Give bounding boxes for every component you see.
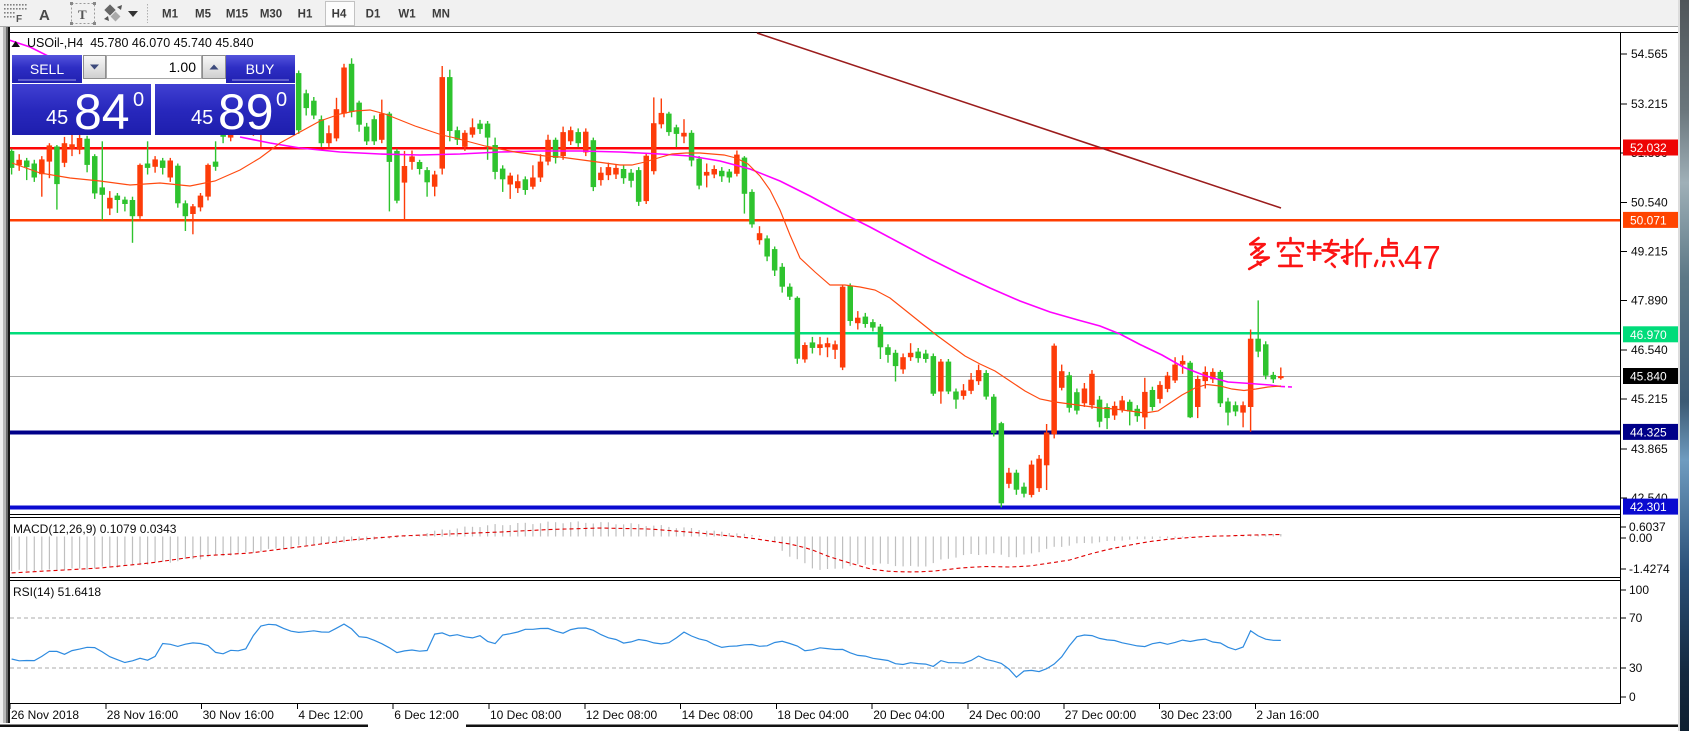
svg-text:W1: W1 bbox=[398, 9, 416, 21]
svg-text:D1: D1 bbox=[366, 9, 381, 21]
svg-text:18 Dec 04:00: 18 Dec 04:00 bbox=[777, 708, 849, 722]
svg-text:H4: H4 bbox=[332, 9, 347, 21]
svg-text:A: A bbox=[39, 7, 50, 24]
svg-text:MACD(12,26,9) 0.1079 0.0343: MACD(12,26,9) 0.1079 0.0343 bbox=[13, 522, 177, 536]
svg-text:70: 70 bbox=[1629, 611, 1643, 625]
svg-text:100: 100 bbox=[1629, 583, 1649, 597]
svg-text:30 Dec 23:00: 30 Dec 23:00 bbox=[1161, 708, 1233, 722]
svg-text:45: 45 bbox=[191, 107, 213, 129]
svg-text:20 Dec 04:00: 20 Dec 04:00 bbox=[873, 708, 945, 722]
svg-text:10 Dec 08:00: 10 Dec 08:00 bbox=[490, 708, 562, 722]
svg-text:M1: M1 bbox=[162, 9, 179, 21]
svg-text:0.6037: 0.6037 bbox=[1629, 520, 1666, 534]
svg-text:28 Nov 16:00: 28 Nov 16:00 bbox=[107, 708, 179, 722]
svg-text:12 Dec 08:00: 12 Dec 08:00 bbox=[586, 708, 658, 722]
svg-text:52.032: 52.032 bbox=[1630, 141, 1667, 155]
svg-text:1.00: 1.00 bbox=[169, 59, 196, 75]
svg-text:RSI(14) 51.6418: RSI(14) 51.6418 bbox=[13, 585, 101, 599]
svg-text:84: 84 bbox=[74, 84, 130, 140]
svg-text:M5: M5 bbox=[195, 9, 212, 21]
svg-text:30 Nov 16:00: 30 Nov 16:00 bbox=[203, 708, 275, 722]
svg-text:2 Jan 16:00: 2 Jan 16:00 bbox=[1256, 708, 1319, 722]
svg-text:49.215: 49.215 bbox=[1631, 245, 1668, 259]
svg-text:50.071: 50.071 bbox=[1630, 213, 1667, 227]
svg-text:M15: M15 bbox=[226, 9, 249, 21]
svg-text:USOil-,H4 45.780 46.070 45.74: USOil-,H4 45.780 46.070 45.740 45.840 bbox=[27, 36, 254, 50]
svg-text:45.840: 45.840 bbox=[1630, 370, 1667, 384]
svg-text:47: 47 bbox=[1404, 239, 1441, 276]
svg-text:27 Dec 00:00: 27 Dec 00:00 bbox=[1065, 708, 1137, 722]
svg-text:0: 0 bbox=[133, 89, 144, 111]
svg-text:BUY: BUY bbox=[246, 61, 275, 77]
svg-text:44.325: 44.325 bbox=[1630, 425, 1667, 439]
svg-text:T: T bbox=[78, 7, 87, 22]
svg-text:30: 30 bbox=[1629, 661, 1643, 675]
svg-text:MN: MN bbox=[432, 9, 450, 21]
svg-text:53.215: 53.215 bbox=[1631, 97, 1668, 111]
svg-text:F: F bbox=[16, 14, 22, 25]
svg-text:89: 89 bbox=[218, 84, 274, 140]
svg-text:M30: M30 bbox=[260, 9, 282, 21]
svg-text:SELL: SELL bbox=[30, 61, 64, 77]
svg-text:46.970: 46.970 bbox=[1630, 328, 1667, 342]
svg-text:46.540: 46.540 bbox=[1631, 343, 1668, 357]
svg-text:0.00: 0.00 bbox=[1629, 531, 1653, 545]
svg-text:24 Dec 00:00: 24 Dec 00:00 bbox=[969, 708, 1041, 722]
svg-text:50.540: 50.540 bbox=[1631, 196, 1668, 210]
svg-text:6 Dec 12:00: 6 Dec 12:00 bbox=[394, 708, 459, 722]
svg-text:45: 45 bbox=[46, 107, 68, 129]
svg-text:45.215: 45.215 bbox=[1631, 392, 1668, 406]
svg-text:0: 0 bbox=[276, 89, 287, 111]
svg-text:47.890: 47.890 bbox=[1631, 293, 1668, 307]
svg-text:0: 0 bbox=[1629, 690, 1636, 704]
svg-text:-1.4274: -1.4274 bbox=[1629, 562, 1670, 576]
svg-text:42.301: 42.301 bbox=[1630, 500, 1667, 514]
svg-text:H1: H1 bbox=[298, 9, 313, 21]
svg-text:26 Nov 2018: 26 Nov 2018 bbox=[11, 708, 79, 722]
svg-text:54.565: 54.565 bbox=[1631, 47, 1668, 61]
svg-text:4 Dec 12:00: 4 Dec 12:00 bbox=[298, 708, 363, 722]
svg-text:43.865: 43.865 bbox=[1631, 442, 1668, 456]
svg-text:14 Dec 08:00: 14 Dec 08:00 bbox=[682, 708, 754, 722]
